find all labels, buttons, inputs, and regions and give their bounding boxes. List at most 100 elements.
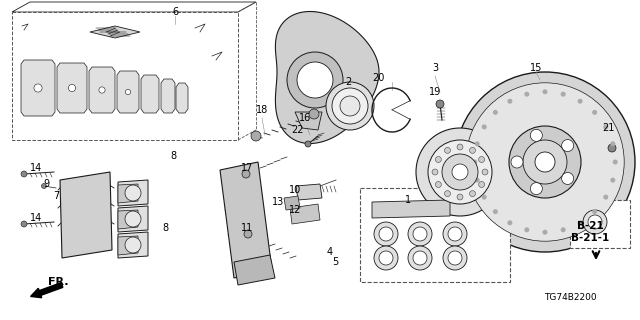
- Circle shape: [561, 227, 566, 232]
- Circle shape: [577, 99, 582, 104]
- Polygon shape: [284, 196, 300, 210]
- Circle shape: [604, 195, 608, 200]
- Circle shape: [543, 230, 547, 235]
- Polygon shape: [234, 255, 275, 285]
- Circle shape: [125, 89, 131, 95]
- Circle shape: [455, 72, 635, 252]
- Text: 8: 8: [170, 151, 176, 161]
- Circle shape: [543, 89, 547, 94]
- Text: TG74B2200: TG74B2200: [544, 293, 596, 302]
- Bar: [360, 188, 510, 282]
- Circle shape: [435, 156, 442, 163]
- Circle shape: [436, 100, 444, 108]
- Circle shape: [408, 222, 432, 246]
- Text: 18: 18: [256, 105, 268, 115]
- Circle shape: [287, 52, 343, 108]
- Circle shape: [562, 172, 573, 184]
- Circle shape: [413, 227, 427, 241]
- Text: 11: 11: [241, 223, 253, 233]
- Circle shape: [42, 183, 47, 188]
- Circle shape: [524, 92, 529, 97]
- Text: 15: 15: [530, 63, 542, 73]
- Text: 6: 6: [172, 7, 178, 17]
- Circle shape: [457, 194, 463, 200]
- Text: 8: 8: [162, 223, 168, 233]
- Circle shape: [428, 140, 492, 204]
- Circle shape: [68, 84, 76, 92]
- Circle shape: [244, 230, 252, 238]
- Circle shape: [242, 170, 250, 178]
- Polygon shape: [21, 60, 55, 116]
- Circle shape: [442, 154, 478, 190]
- Circle shape: [509, 126, 581, 198]
- Polygon shape: [118, 180, 148, 206]
- Circle shape: [511, 156, 523, 168]
- Polygon shape: [295, 112, 322, 130]
- Circle shape: [305, 141, 311, 147]
- Polygon shape: [57, 63, 87, 113]
- Circle shape: [470, 191, 476, 197]
- Circle shape: [457, 144, 463, 150]
- Polygon shape: [118, 184, 138, 203]
- Circle shape: [379, 227, 393, 241]
- Circle shape: [125, 185, 141, 201]
- Circle shape: [416, 128, 504, 216]
- Text: 12: 12: [289, 205, 301, 215]
- Polygon shape: [118, 206, 148, 232]
- Text: 17: 17: [241, 163, 253, 173]
- Circle shape: [562, 140, 573, 152]
- Polygon shape: [89, 67, 115, 113]
- Circle shape: [482, 169, 488, 175]
- Circle shape: [432, 169, 438, 175]
- Polygon shape: [141, 75, 159, 113]
- Circle shape: [448, 227, 462, 241]
- Circle shape: [472, 159, 477, 164]
- Text: 13: 13: [272, 197, 284, 207]
- Circle shape: [413, 251, 427, 265]
- Text: 9: 9: [43, 179, 49, 189]
- Circle shape: [588, 215, 602, 229]
- Circle shape: [612, 159, 618, 164]
- Circle shape: [592, 209, 597, 214]
- Bar: [570, 200, 630, 248]
- Circle shape: [125, 211, 141, 227]
- Circle shape: [531, 183, 542, 195]
- Text: 21: 21: [602, 123, 614, 133]
- Circle shape: [340, 96, 360, 116]
- Text: 3: 3: [432, 63, 438, 73]
- Polygon shape: [117, 71, 139, 113]
- Circle shape: [475, 178, 480, 183]
- Circle shape: [34, 84, 42, 92]
- Circle shape: [611, 178, 615, 183]
- Polygon shape: [12, 2, 256, 12]
- Circle shape: [493, 209, 498, 214]
- Polygon shape: [118, 232, 148, 258]
- Circle shape: [482, 195, 486, 200]
- Circle shape: [524, 227, 529, 232]
- Polygon shape: [161, 79, 175, 113]
- Circle shape: [479, 181, 484, 188]
- Text: FR.: FR.: [48, 277, 68, 287]
- Circle shape: [482, 124, 486, 129]
- Circle shape: [535, 152, 555, 172]
- Circle shape: [251, 131, 261, 141]
- Text: 4: 4: [327, 247, 333, 257]
- Text: 22: 22: [292, 125, 304, 135]
- Circle shape: [297, 62, 333, 98]
- Circle shape: [508, 220, 513, 225]
- Circle shape: [443, 222, 467, 246]
- Polygon shape: [118, 210, 138, 229]
- Circle shape: [583, 210, 607, 234]
- Circle shape: [332, 88, 368, 124]
- Circle shape: [374, 246, 398, 270]
- Circle shape: [577, 220, 582, 225]
- Circle shape: [408, 246, 432, 270]
- Text: 1: 1: [405, 195, 411, 205]
- Text: 10: 10: [289, 185, 301, 195]
- Circle shape: [21, 171, 27, 177]
- Polygon shape: [176, 83, 188, 113]
- Circle shape: [99, 87, 105, 93]
- Text: B-21-1: B-21-1: [571, 233, 609, 243]
- Circle shape: [466, 83, 624, 241]
- Circle shape: [475, 141, 480, 146]
